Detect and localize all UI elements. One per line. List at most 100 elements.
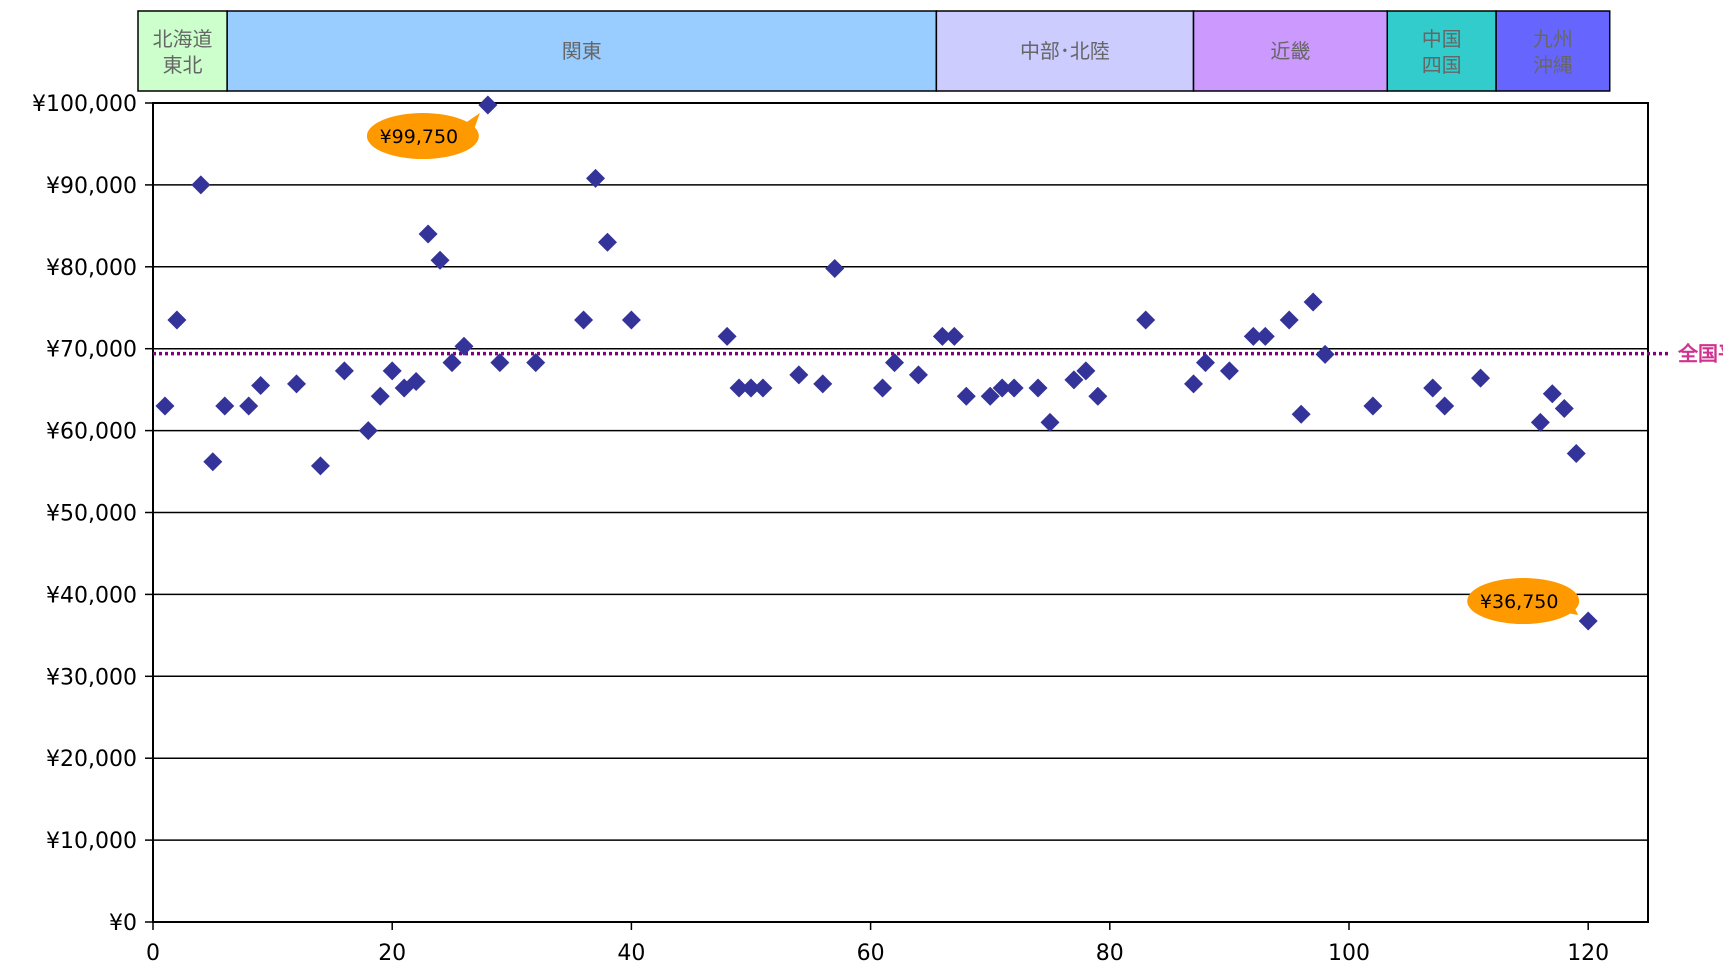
data-point [454, 336, 474, 356]
data-point [873, 378, 893, 398]
x-tick-label: 100 [1328, 941, 1370, 966]
region-label: 関東 [562, 39, 602, 63]
data-point [1243, 326, 1263, 346]
data-point [370, 386, 390, 406]
data-point [191, 175, 211, 195]
region-label: 中国四国 [1422, 27, 1462, 77]
data-point [597, 232, 617, 252]
grid-lines [153, 184, 1648, 841]
region-box [1386, 10, 1497, 92]
callout-label: ¥99,750 [380, 126, 459, 148]
data-point [1004, 378, 1024, 398]
data-point [1554, 398, 1574, 418]
data-point [1471, 368, 1491, 388]
average-label: 全国平均 [1677, 342, 1723, 366]
data-point [155, 396, 175, 416]
data-point [1136, 310, 1156, 330]
y-tick-label: ¥100,000 [32, 92, 137, 117]
data-point [944, 326, 964, 346]
region-box [1495, 10, 1611, 92]
data-point [287, 374, 307, 394]
region-label-line: 四国 [1422, 53, 1462, 77]
callout-label: ¥36,750 [1480, 591, 1559, 613]
data-point [1279, 310, 1299, 330]
data-point [1578, 611, 1598, 631]
x-tick-label: 60 [857, 941, 885, 966]
region-label-line: 中国 [1422, 27, 1462, 51]
data-point [956, 386, 976, 406]
y-tick-label: ¥30,000 [46, 665, 137, 690]
y-axis: ¥0 ¥10,000 ¥20,000 ¥30,000 ¥40,000 ¥50,000 ¥60… [32, 92, 153, 936]
x-axis: 0 20 40 60 80 100 120 [146, 922, 1609, 966]
x-tick-label: 40 [617, 941, 645, 966]
region-label-line: 北海道 [153, 27, 213, 51]
data-point [442, 353, 462, 373]
region-label: 北海道東北 [153, 27, 213, 77]
region-label-line: 東北 [163, 53, 203, 77]
national-average: 全国平均 [153, 342, 1723, 366]
data-point [1303, 292, 1323, 312]
data-point [1064, 370, 1084, 390]
data-point [203, 452, 223, 472]
data-point [430, 250, 450, 270]
data-point [1566, 444, 1586, 464]
y-tick-label: ¥90,000 [46, 174, 137, 199]
data-point [789, 365, 809, 385]
y-tick-label: ¥20,000 [46, 747, 137, 772]
y-tick-label: ¥50,000 [46, 502, 137, 527]
data-point [980, 386, 1000, 406]
data-points [155, 95, 1598, 631]
data-point [1363, 396, 1383, 416]
data-point [1076, 361, 1096, 381]
region-label: 九州沖縄 [1533, 27, 1573, 77]
region-box [137, 10, 228, 92]
data-point [251, 376, 271, 396]
y-tick-label: ¥70,000 [46, 338, 137, 363]
data-point [1184, 374, 1204, 394]
region-label: 中部･北陸 [1020, 39, 1110, 63]
data-point [1219, 361, 1239, 381]
data-point [729, 378, 749, 398]
region-label-line: 沖縄 [1533, 53, 1573, 77]
data-point [358, 421, 378, 441]
region-label-line: 九州 [1533, 27, 1573, 51]
y-tick-label: ¥60,000 [46, 420, 137, 445]
data-point [1423, 378, 1443, 398]
data-point [215, 396, 235, 416]
data-point [239, 396, 259, 416]
data-point [1040, 412, 1060, 432]
data-point [334, 361, 354, 381]
data-point [1028, 378, 1048, 398]
data-point [526, 353, 546, 373]
region-label: 近畿 [1270, 39, 1310, 63]
data-point [574, 310, 594, 330]
y-tick-label: ¥0 [109, 911, 137, 936]
y-tick-label: ¥80,000 [46, 256, 137, 281]
data-point [1255, 326, 1275, 346]
callout: ¥99,750 [366, 113, 480, 160]
callout: ¥36,750 [1467, 578, 1580, 625]
data-point [932, 326, 952, 346]
data-point [1435, 396, 1455, 416]
data-point [992, 378, 1012, 398]
x-tick-label: 120 [1567, 941, 1609, 966]
data-point [825, 258, 845, 278]
x-tick-label: 20 [378, 941, 406, 966]
data-point [406, 371, 426, 391]
callout-bubble [366, 113, 479, 160]
data-point [382, 361, 402, 381]
data-point [490, 353, 510, 373]
data-point [753, 378, 773, 398]
region-box [226, 10, 938, 92]
data-point [1542, 384, 1562, 404]
data-point [741, 378, 761, 398]
x-tick-label: 80 [1096, 941, 1124, 966]
y-tick-label: ¥40,000 [46, 583, 137, 608]
data-point [310, 456, 330, 476]
region-header-bar: 北海道東北 関東 中部･北陸 近畿 中国四国 九州沖縄 [137, 10, 1611, 92]
data-point [418, 224, 438, 244]
callouts: ¥99,750 ¥36,750 [366, 113, 1580, 625]
data-point [586, 168, 606, 188]
